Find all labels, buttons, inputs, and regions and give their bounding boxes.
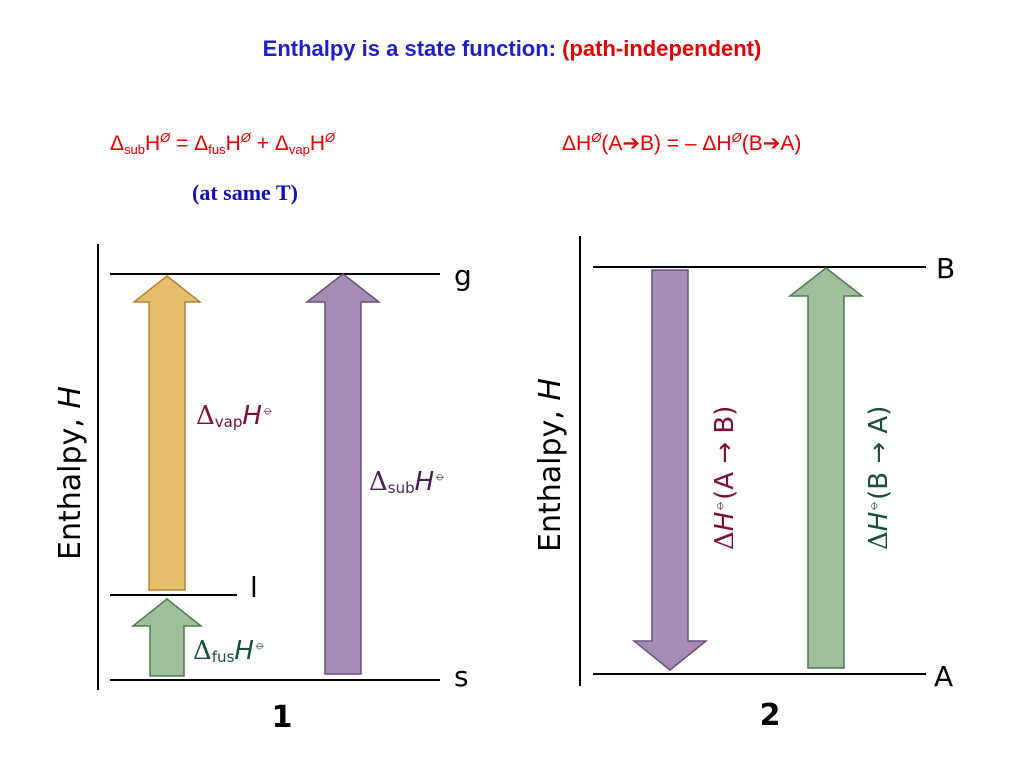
eq-delta: Δ <box>274 132 289 155</box>
sub-label: ΔsubH⦵ <box>369 467 446 497</box>
level-s-label: s <box>454 660 469 693</box>
eq-sub: sub <box>124 142 145 157</box>
label-rest: (B → A) <box>864 406 894 500</box>
diagram1-axis-label: Enthalpy, H <box>53 386 88 560</box>
hess-equation: ΔsubHØ = ΔfusHØ + ΔvapHØ <box>110 130 335 157</box>
eq-std: Ø <box>325 130 336 145</box>
eq-std: Ø <box>731 130 742 145</box>
axis-label-text: Enthalpy, <box>533 401 568 552</box>
eq-delta: Δ <box>194 132 209 155</box>
label-delta: Δ <box>193 636 212 666</box>
a-to-b-label: ΔH⦵(A → B) <box>710 406 740 550</box>
b-to-a-label: ΔH⦵(B → A) <box>864 406 894 550</box>
level-l-label: l <box>250 571 258 604</box>
label-sub: vap <box>215 413 243 431</box>
label-rest: (A → B) <box>710 406 740 500</box>
eq-sub: vap <box>288 142 310 157</box>
standard-state-icon: ⦵ <box>865 500 881 512</box>
label-sym: H <box>415 467 435 497</box>
eq-plus: + <box>250 132 275 155</box>
level-b-label: B <box>936 252 955 285</box>
eq-std: Ø <box>240 130 251 145</box>
diagram2-number: 2 <box>760 698 781 733</box>
standard-state-icon: ⦵ <box>434 468 446 484</box>
label-delta: Δ <box>369 467 388 497</box>
label-sym: H <box>234 636 254 666</box>
eq-dh: ΔH <box>562 132 592 155</box>
same-temperature-note: (at same T) <box>192 180 298 205</box>
eq-text: A) <box>780 132 802 155</box>
title-main: Enthalpy is a state function: <box>262 36 557 61</box>
label-sym: H <box>864 512 894 532</box>
eq-h: H <box>309 132 326 155</box>
axis-label-var: H <box>533 378 568 401</box>
level-g-label: g <box>454 259 472 292</box>
title-paren: (path-independent) <box>562 36 762 61</box>
vap-arrow <box>131 275 203 591</box>
diagram1-number: 1 <box>272 700 293 735</box>
a-to-b-arrow <box>631 269 709 671</box>
fus-arrow <box>130 598 204 677</box>
b-to-a-arrow <box>787 267 865 669</box>
standard-state-icon: ⦵ <box>254 637 266 653</box>
vap-label: ΔvapH⦵ <box>196 401 274 431</box>
fus-label: ΔfusH⦵ <box>193 636 266 666</box>
label-delta: Δ <box>196 401 215 431</box>
standard-state-icon: ⦵ <box>262 402 274 418</box>
axis-label-var: H <box>53 386 88 409</box>
diagram2-axis-label: Enthalpy, H <box>533 378 568 552</box>
label-delta: Δ <box>710 531 740 550</box>
arrow-right-icon: ➔ <box>622 132 640 155</box>
eq-delta: Δ <box>110 132 125 155</box>
standard-state-icon: ⦵ <box>711 500 727 512</box>
level-a-label: A <box>934 660 953 693</box>
arrow-right-icon: ➔ <box>762 132 781 155</box>
eq-text: B) = – <box>639 132 703 155</box>
slide-title: Enthalpy is a state function: (path-inde… <box>0 36 1024 62</box>
eq-dh: ΔH <box>702 132 732 155</box>
reverse-equation: ΔHØ(A➔B) = – ΔHØ(B➔A) <box>562 130 801 156</box>
axis-label-text: Enthalpy, <box>53 409 88 560</box>
eq-std: Ø <box>160 130 171 145</box>
eq-h: H <box>145 132 161 155</box>
eq-h: H <box>225 132 241 155</box>
eq-equals: = <box>170 132 195 155</box>
eq-text: (A <box>601 132 623 155</box>
label-sub: fus <box>212 648 235 666</box>
eq-std: Ø <box>591 130 602 145</box>
label-sym: H <box>242 401 262 431</box>
eq-text: (B <box>741 132 763 155</box>
label-sub: sub <box>388 479 415 497</box>
sub-arrow <box>304 273 382 675</box>
eq-sub: fus <box>208 142 226 157</box>
label-delta: Δ <box>864 531 894 550</box>
label-sym: H <box>710 512 740 532</box>
